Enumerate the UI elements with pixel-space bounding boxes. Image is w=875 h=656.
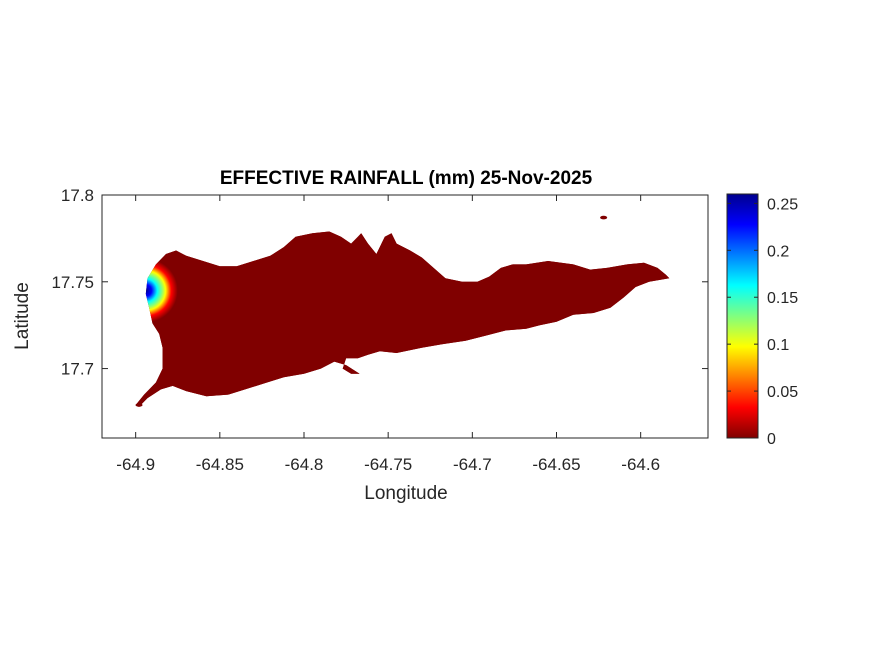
colorbar-ticks: 0 0.05 0.1 0.15 0.2 0.25 <box>727 196 798 448</box>
x-axis-label: Longitude <box>364 483 447 504</box>
y-tick-label: 17.7 <box>61 360 94 379</box>
x-tick-label: -64.6 <box>621 455 660 474</box>
y-tick-label: 17.75 <box>51 273 94 292</box>
islets-layer <box>135 215 608 407</box>
x-axis-ticks: -64.9 -64.85 -64.8 -64.75 -64.7 -64.65 -64.6 <box>116 195 660 474</box>
colorbar-tick-label: 0 <box>767 431 776 448</box>
colorbar-tick-label: 0.25 <box>767 196 798 213</box>
x-tick-label: -64.7 <box>453 455 492 474</box>
y-axis-ticks: 17.7 17.75 17.8 <box>51 186 708 379</box>
y-axis-label: Latitude <box>12 282 33 350</box>
colorbar-scale <box>726 193 759 439</box>
chart-title: EFFECTIVE RAINFALL (mm) 25-Nov-2025 <box>220 168 593 189</box>
colorbar-tick-label: 0.1 <box>767 337 789 354</box>
colorbar-tick-label: 0.05 <box>767 384 798 401</box>
colorbar: 0 0.05 0.1 0.15 0.2 0.25 <box>726 193 798 448</box>
x-tick-label: -64.9 <box>116 455 155 474</box>
colorbar-tick-label: 0.2 <box>767 243 789 260</box>
y-tick-label: 17.8 <box>61 186 94 205</box>
x-tick-label: -64.75 <box>364 455 412 474</box>
x-tick-label: -64.8 <box>285 455 324 474</box>
colorbar-tick-label: 0.15 <box>767 290 798 307</box>
x-tick-label: -64.65 <box>532 455 580 474</box>
islet <box>600 215 608 220</box>
islet <box>135 403 143 407</box>
x-tick-label: -64.85 <box>196 455 244 474</box>
rainfall-peak-overlay <box>135 231 670 407</box>
axes-box <box>101 194 709 439</box>
map-axes: -64.9 -64.85 -64.8 -64.75 -64.7 -64.65 -64.6 1… <box>12 168 709 504</box>
